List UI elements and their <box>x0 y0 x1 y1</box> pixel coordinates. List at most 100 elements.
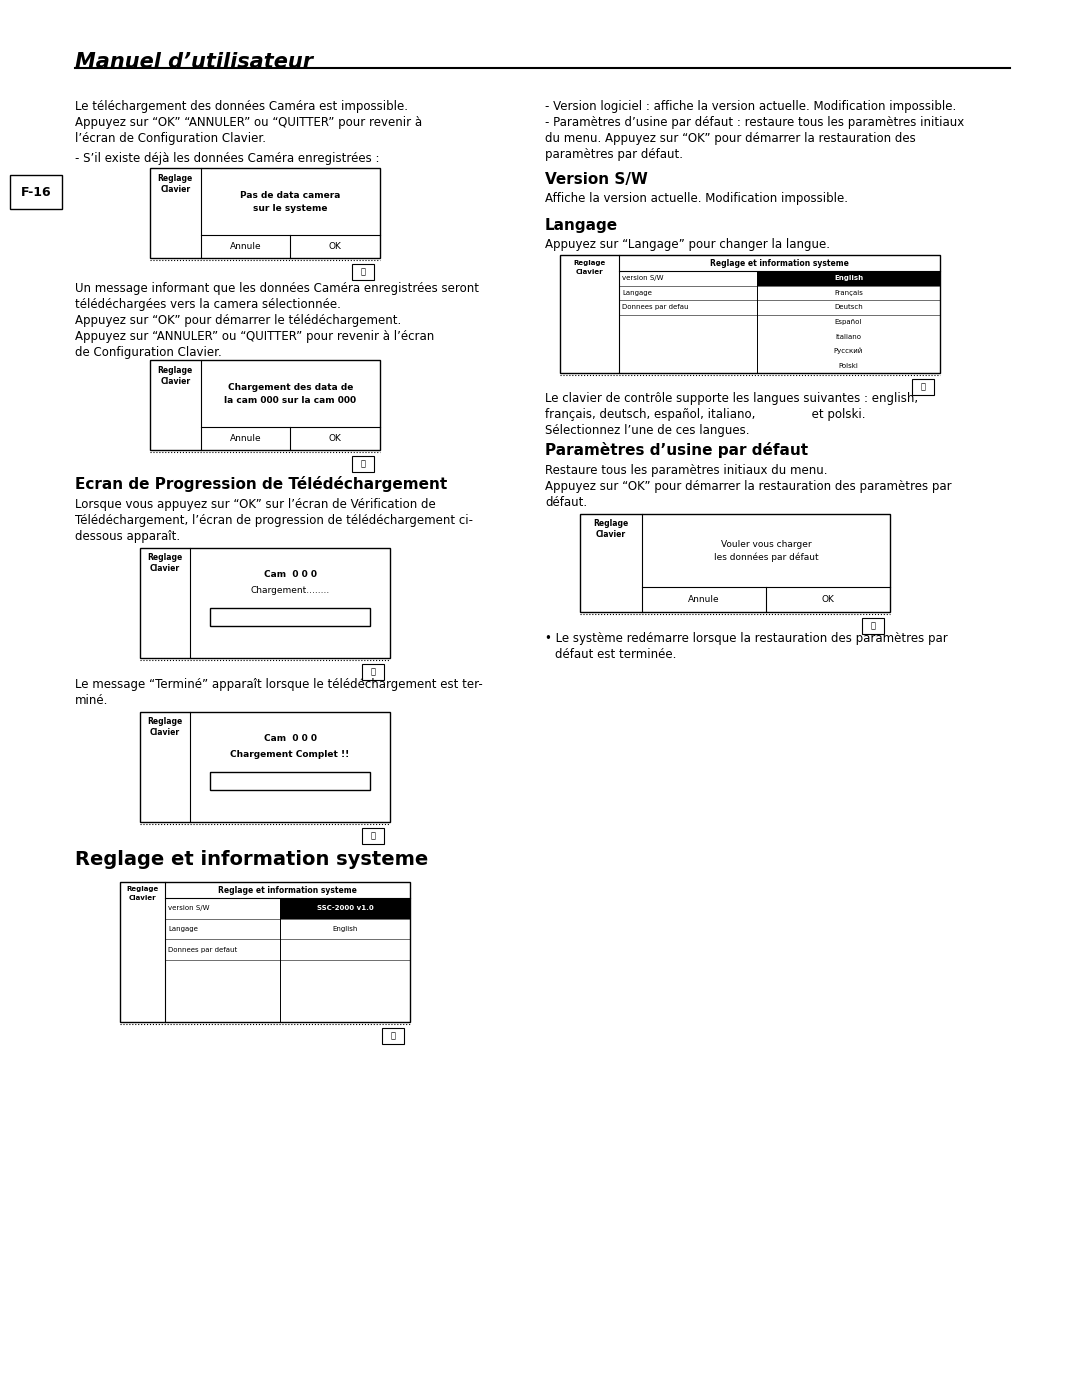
Text: Cam  0 0 0: Cam 0 0 0 <box>264 734 316 743</box>
Text: English: English <box>333 926 357 932</box>
Bar <box>210 608 370 626</box>
Text: défaut est terminée.: défaut est terminée. <box>555 648 676 661</box>
Bar <box>862 617 885 634</box>
Bar <box>150 168 380 258</box>
Text: Ecran de Progression de Télédéchargement: Ecran de Progression de Télédéchargement <box>75 475 447 492</box>
Text: Clavier: Clavier <box>596 531 626 539</box>
Bar <box>210 772 370 790</box>
Text: OK: OK <box>328 434 341 442</box>
Text: Clavier: Clavier <box>150 728 180 737</box>
Text: Pas de data camera: Pas de data camera <box>240 190 340 200</box>
Text: Clavier: Clavier <box>160 185 190 194</box>
Text: Donnees par defau: Donnees par defau <box>622 305 688 310</box>
Text: ⬜: ⬜ <box>370 831 376 841</box>
Text: sur le systeme: sur le systeme <box>253 204 327 212</box>
Bar <box>150 360 380 451</box>
Text: Vouler vous charger: Vouler vous charger <box>720 540 811 548</box>
Text: Manuel d’utilisateur: Manuel d’utilisateur <box>75 52 313 72</box>
Text: version S/W: version S/W <box>622 276 663 281</box>
Text: Paramètres d’usine par défaut: Paramètres d’usine par défaut <box>545 442 808 457</box>
Text: de Configuration Clavier.: de Configuration Clavier. <box>75 346 221 360</box>
Text: ⬜: ⬜ <box>361 267 365 277</box>
Text: Chargement........: Chargement........ <box>251 586 329 595</box>
Bar <box>120 882 410 1022</box>
Bar <box>140 548 390 659</box>
Text: Le clavier de contrôle supporte les langues suivantes : english,: Le clavier de contrôle supporte les lang… <box>545 391 918 405</box>
Text: version S/W: version S/W <box>168 905 210 911</box>
Text: Appuyez sur “OK” “ANNULER” ou “QUITTER” pour revenir à: Appuyez sur “OK” “ANNULER” ou “QUITTER” … <box>75 116 422 130</box>
Text: Appuyez sur “OK” pour démarrer le télédéchargement.: Appuyez sur “OK” pour démarrer le télédé… <box>75 314 402 327</box>
Text: du menu. Appuyez sur “OK” pour démarrer la restauration des: du menu. Appuyez sur “OK” pour démarrer … <box>545 132 916 145</box>
Text: miné.: miné. <box>75 695 108 707</box>
Text: Annule: Annule <box>688 595 719 604</box>
Bar <box>210 772 370 790</box>
Text: Restaure tous les paramètres initiaux du menu.: Restaure tous les paramètres initiaux du… <box>545 464 827 477</box>
Text: Langage: Langage <box>622 289 651 296</box>
Text: Clavier: Clavier <box>129 894 157 901</box>
Text: Reglage: Reglage <box>158 174 193 183</box>
Text: Langage: Langage <box>545 218 618 233</box>
Text: - Paramètres d’usine par défaut : restaure tous les paramètres initiaux: - Paramètres d’usine par défaut : restau… <box>545 116 964 130</box>
Bar <box>561 255 940 373</box>
Text: Reglage: Reglage <box>158 367 193 375</box>
Text: Affiche la version actuelle. Modification impossible.: Affiche la version actuelle. Modificatio… <box>545 192 848 205</box>
Text: Le téléchargement des données Caméra est impossible.: Le téléchargement des données Caméra est… <box>75 101 408 113</box>
Text: ⬜: ⬜ <box>920 383 926 391</box>
Text: Polski: Polski <box>838 362 859 369</box>
Text: Clavier: Clavier <box>150 564 180 573</box>
Text: - Version logiciel : affiche la version actuelle. Modification impossible.: - Version logiciel : affiche la version … <box>545 101 956 113</box>
Text: Русский: Русский <box>834 347 863 354</box>
Text: Un message informant que les données Caméra enregistrées seront: Un message informant que les données Cam… <box>75 282 480 295</box>
Text: Cam  0 0 0: Cam 0 0 0 <box>264 570 316 579</box>
Text: français, deutsch, español, italiano,               et polski.: français, deutsch, español, italiano, et… <box>545 408 865 422</box>
Bar <box>757 271 940 285</box>
Text: Français: Français <box>834 289 863 296</box>
Text: Chargement des data de: Chargement des data de <box>228 383 353 391</box>
Text: Reglage: Reglage <box>573 260 606 266</box>
Text: Annule: Annule <box>230 241 261 251</box>
Text: SSC-2000 v1.0: SSC-2000 v1.0 <box>316 905 374 911</box>
Bar <box>352 456 374 473</box>
Text: Deutsch: Deutsch <box>834 305 863 310</box>
Text: la cam 000 sur la cam 000: la cam 000 sur la cam 000 <box>225 395 356 405</box>
Bar <box>362 664 384 679</box>
Text: Annule: Annule <box>230 434 261 442</box>
Text: dessous apparaît.: dessous apparaît. <box>75 531 180 543</box>
Text: Lorsque vous appuyez sur “OK” sur l’écran de Vérification de: Lorsque vous appuyez sur “OK” sur l’écra… <box>75 497 435 511</box>
Text: Español: Español <box>835 318 862 325</box>
Bar <box>382 1028 404 1045</box>
Text: OK: OK <box>822 595 835 604</box>
Text: Reglage et information systeme: Reglage et information systeme <box>710 259 849 267</box>
Text: les données par défaut: les données par défaut <box>714 553 819 562</box>
Text: l’écran de Configuration Clavier.: l’écran de Configuration Clavier. <box>75 132 266 145</box>
Text: Reglage: Reglage <box>126 886 159 892</box>
Text: Télédéchargement, l’écran de progression de télédéchargement ci-: Télédéchargement, l’écran de progression… <box>75 514 473 526</box>
Text: Chargement Complet !!: Chargement Complet !! <box>230 750 350 759</box>
Bar <box>140 712 390 823</box>
Text: • Le système redémarre lorsque la restauration des paramètres par: • Le système redémarre lorsque la restau… <box>545 633 948 645</box>
Text: ⬜: ⬜ <box>391 1032 395 1040</box>
Text: F-16: F-16 <box>21 186 52 198</box>
Bar <box>362 828 384 843</box>
Text: défaut.: défaut. <box>545 496 588 508</box>
Text: Reglage: Reglage <box>147 717 183 726</box>
Text: Reglage et information systeme: Reglage et information systeme <box>218 886 356 894</box>
Text: Appuyez sur “ANNULER” ou “QUITTER” pour revenir à l’écran: Appuyez sur “ANNULER” ou “QUITTER” pour … <box>75 329 434 343</box>
Text: - S’il existe déjà les données Caméra enregistrées :: - S’il existe déjà les données Caméra en… <box>75 152 379 165</box>
Text: Sélectionnez l’une de ces langues.: Sélectionnez l’une de ces langues. <box>545 424 750 437</box>
Text: English: English <box>834 276 863 281</box>
Text: télédéchargées vers la camera sélectionnée.: télédéchargées vers la camera sélectionn… <box>75 298 341 311</box>
Text: ⬜: ⬜ <box>361 459 365 469</box>
Text: Version S/W: Version S/W <box>545 172 648 187</box>
Bar <box>10 175 62 209</box>
Bar <box>580 514 890 612</box>
Text: Le message “Terminé” apparaît lorsque le télédéchargement est ter-: Le message “Terminé” apparaît lorsque le… <box>75 678 483 690</box>
Text: Italiano: Italiano <box>836 333 862 339</box>
Text: OK: OK <box>328 241 341 251</box>
Text: Clavier: Clavier <box>160 378 190 386</box>
Text: ⬜: ⬜ <box>370 667 376 677</box>
Text: Langage: Langage <box>168 926 198 932</box>
Text: ⬜: ⬜ <box>870 621 876 631</box>
Text: paramètres par défaut.: paramètres par défaut. <box>545 147 683 161</box>
Text: Donnees par defaut: Donnees par defaut <box>168 947 238 952</box>
